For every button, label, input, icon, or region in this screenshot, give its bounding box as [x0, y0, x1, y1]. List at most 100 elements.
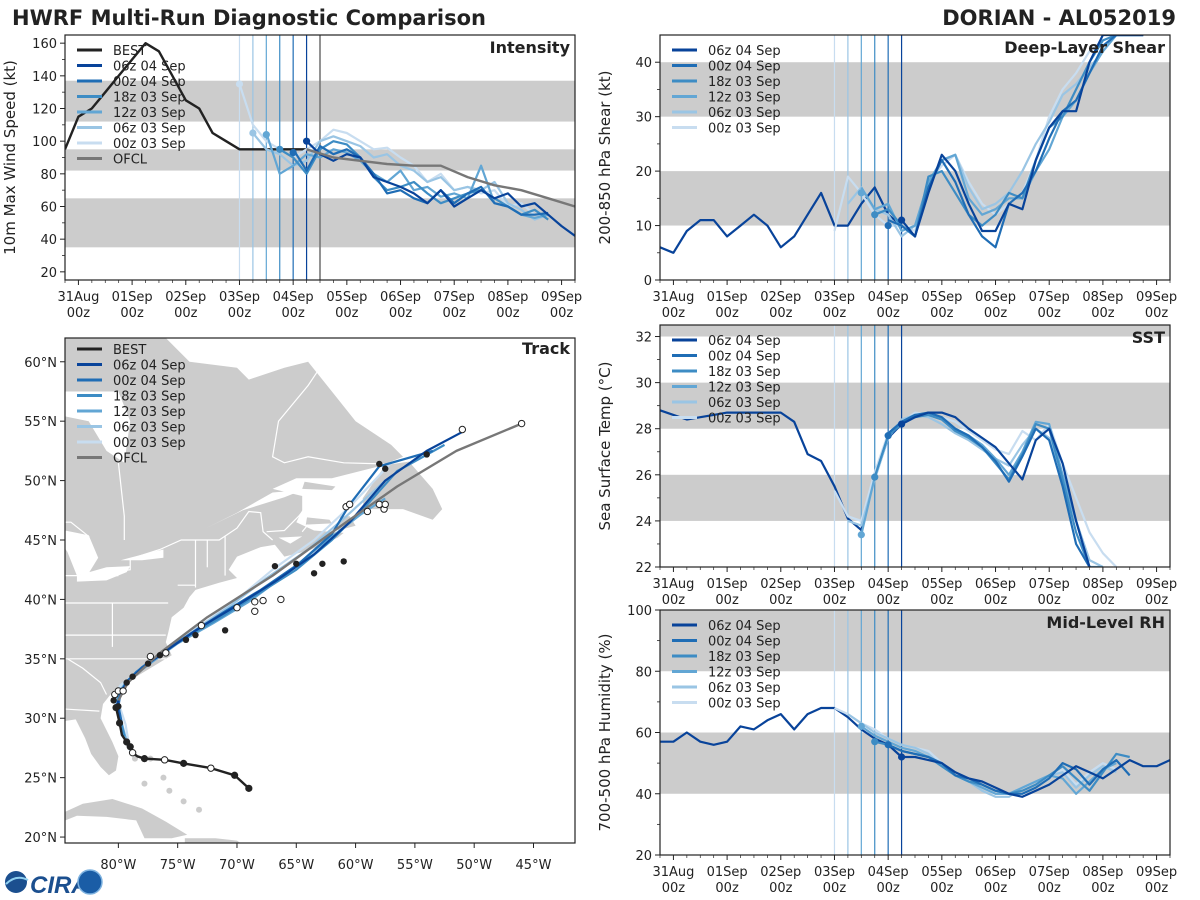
track-forecast-open-point-2 — [119, 687, 127, 695]
intensity-init-marker-1 — [249, 129, 257, 137]
intensity-xtick-label-5: 05Sep — [326, 290, 367, 305]
intensity-xtick-label-3: 03Sep — [219, 290, 260, 305]
rh-init-marker-3 — [897, 753, 906, 761]
sst-band-1 — [660, 382, 1170, 429]
rh-title: Mid-Level RH — [1046, 613, 1165, 632]
track-ytick-label-8: 60°N — [24, 356, 57, 371]
track-forecast-point-1 — [110, 697, 117, 704]
track-title: Track — [522, 339, 570, 358]
storm-id-title: DORIAN - AL052019 — [942, 6, 1176, 30]
boundary-0 — [65, 510, 273, 577]
track-forecast-point-0 — [115, 703, 122, 710]
shear-ytick-label-40: 40 — [635, 56, 652, 71]
track-forecast-open-point-14 — [363, 507, 372, 516]
sst-ylabel: Sea Surface Temp (°C) — [596, 361, 614, 530]
rh-xtick-sublabel-2: 00z — [769, 881, 793, 896]
sst-xtick-label-7: 07Sep — [1029, 577, 1070, 592]
land-cuba — [65, 799, 188, 839]
intensity-xtick-label-6: 06Sep — [380, 290, 421, 305]
rh-init-marker-2 — [884, 741, 892, 749]
track-xtick-label-5: 55°W — [397, 858, 433, 873]
track-best-point-0 — [245, 784, 253, 792]
track-forecast-open-point-16 — [381, 500, 389, 509]
intensity-ytick-label-140: 140 — [32, 70, 57, 85]
shear-xtick-sublabel-0: 00z — [662, 306, 686, 321]
sst-xtick-sublabel-4: 00z — [876, 593, 900, 608]
track-best-point-1 — [231, 771, 239, 779]
shear-xtick-sublabel-6: 00z — [984, 306, 1008, 321]
shear-series-00z-04-sep — [887, 35, 1144, 249]
track-forecast-point-12 — [319, 560, 326, 567]
shear-xtick-sublabel-3: 00z — [823, 306, 847, 321]
track-legend-label-06z-04-sep: 06z 04 Sep — [113, 359, 186, 374]
shear-ytick-label-0: 0 — [644, 274, 652, 289]
land-bahamas-4 — [166, 787, 173, 794]
rh-xtick-label-2: 02Sep — [760, 865, 801, 880]
track-legend-label-18z-03-sep: 18z 03 Sep — [113, 390, 186, 405]
sst-legend-label-12z-03-sep: 12z 03 Sep — [708, 381, 781, 396]
intensity-init-marker-2 — [262, 131, 270, 139]
rh-legend-label-00z-03-sep: 00z 03 Sep — [708, 697, 781, 712]
shear-xtick-label-6: 06Sep — [975, 290, 1016, 305]
intensity-init-marker-5 — [302, 137, 311, 145]
shear-ytick-label-10: 10 — [635, 220, 652, 235]
rh-xtick-label-0: 31Aug — [652, 865, 694, 880]
track-forecast-point-9 — [271, 562, 279, 570]
sst-title: SST — [1132, 328, 1165, 347]
sst-xtick-label-3: 03Sep — [814, 577, 855, 592]
rh-ytick-label-60: 60 — [635, 727, 652, 742]
intensity-xtick-label-4: 04Sep — [273, 290, 314, 305]
intensity-ytick-label-60: 60 — [40, 201, 57, 216]
shear-xtick-sublabel-4: 00z — [876, 306, 900, 321]
sst-xtick-sublabel-6: 00z — [984, 593, 1008, 608]
intensity-xtick-label-1: 01Sep — [112, 290, 153, 305]
track-best-point-2 — [180, 759, 188, 767]
cira-logo: CIRA — [5, 869, 103, 899]
rh-xtick-label-4: 04Sep — [868, 865, 909, 880]
shear-legend-label-18z-03-sep: 18z 03 Sep — [708, 75, 781, 90]
intensity-xtick-label-7: 07Sep — [434, 290, 475, 305]
intensity-ytick-label-40: 40 — [40, 233, 57, 248]
track-forecast-open-point-6 — [233, 604, 241, 612]
track-best-point-3 — [140, 755, 149, 763]
shear-xtick-label-9: 09Sep — [1136, 290, 1177, 305]
sst-xtick-label-4: 04Sep — [868, 577, 909, 592]
intensity-legend-label-ofcl: OFCL — [113, 153, 148, 168]
rh-legend-label-12z-03-sep: 12z 03 Sep — [708, 666, 781, 681]
shear-xtick-sublabel-7: 00z — [1038, 306, 1062, 321]
track-ytick-label-6: 50°N — [24, 475, 57, 490]
rh-xtick-sublabel-7: 00z — [1038, 881, 1062, 896]
intensity-xtick-sublabel-0: 00z — [67, 306, 91, 321]
lake-erie — [76, 566, 131, 582]
track-legend-label-00z-04-sep: 00z 04 Sep — [113, 374, 186, 389]
sst-legend-label-00z-04-sep: 00z 04 Sep — [708, 350, 781, 365]
sst-xtick-label-9: 09Sep — [1136, 577, 1177, 592]
intensity-legend-label-18z-03-sep: 18z 03 Sep — [113, 91, 186, 106]
intensity-xtick-sublabel-8: 00z — [496, 306, 520, 321]
track-series-best — [114, 707, 250, 790]
rh-xtick-sublabel-8: 00z — [1091, 881, 1115, 896]
rh-ytick-label-80: 80 — [635, 665, 652, 680]
intensity-xtick-sublabel-6: 00z — [389, 306, 413, 321]
intensity-xtick-label-9: 09Sep — [541, 290, 582, 305]
shear-init-marker-3 — [897, 216, 906, 224]
track-forecast-point-8 — [221, 627, 229, 634]
track-forecast-point-14 — [376, 460, 383, 468]
track-forecast-point-3 — [129, 673, 136, 680]
intensity-ytick-label-80: 80 — [40, 168, 57, 183]
intensity-series-group — [65, 42, 575, 237]
land-pei — [305, 517, 332, 525]
boundary-14 — [301, 524, 309, 533]
track-ytick-label-2: 30°N — [24, 712, 57, 727]
intensity-xtick-label-8: 08Sep — [487, 290, 528, 305]
intensity-series-ofcl — [306, 148, 575, 208]
track-legend-label-06z-03-sep: 06z 03 Sep — [113, 421, 186, 436]
track-forecast-open-point-18 — [517, 419, 526, 428]
rh-xtick-sublabel-0: 00z — [662, 881, 686, 896]
track-forecast-point-16 — [423, 451, 430, 458]
shear-xtick-label-3: 03Sep — [814, 290, 855, 305]
intensity-xtick-sublabel-3: 00z — [228, 306, 252, 321]
shear-xtick-label-2: 02Sep — [760, 290, 801, 305]
sst-init-marker-0 — [857, 531, 865, 539]
track-forecast-open-point-8 — [259, 596, 267, 605]
